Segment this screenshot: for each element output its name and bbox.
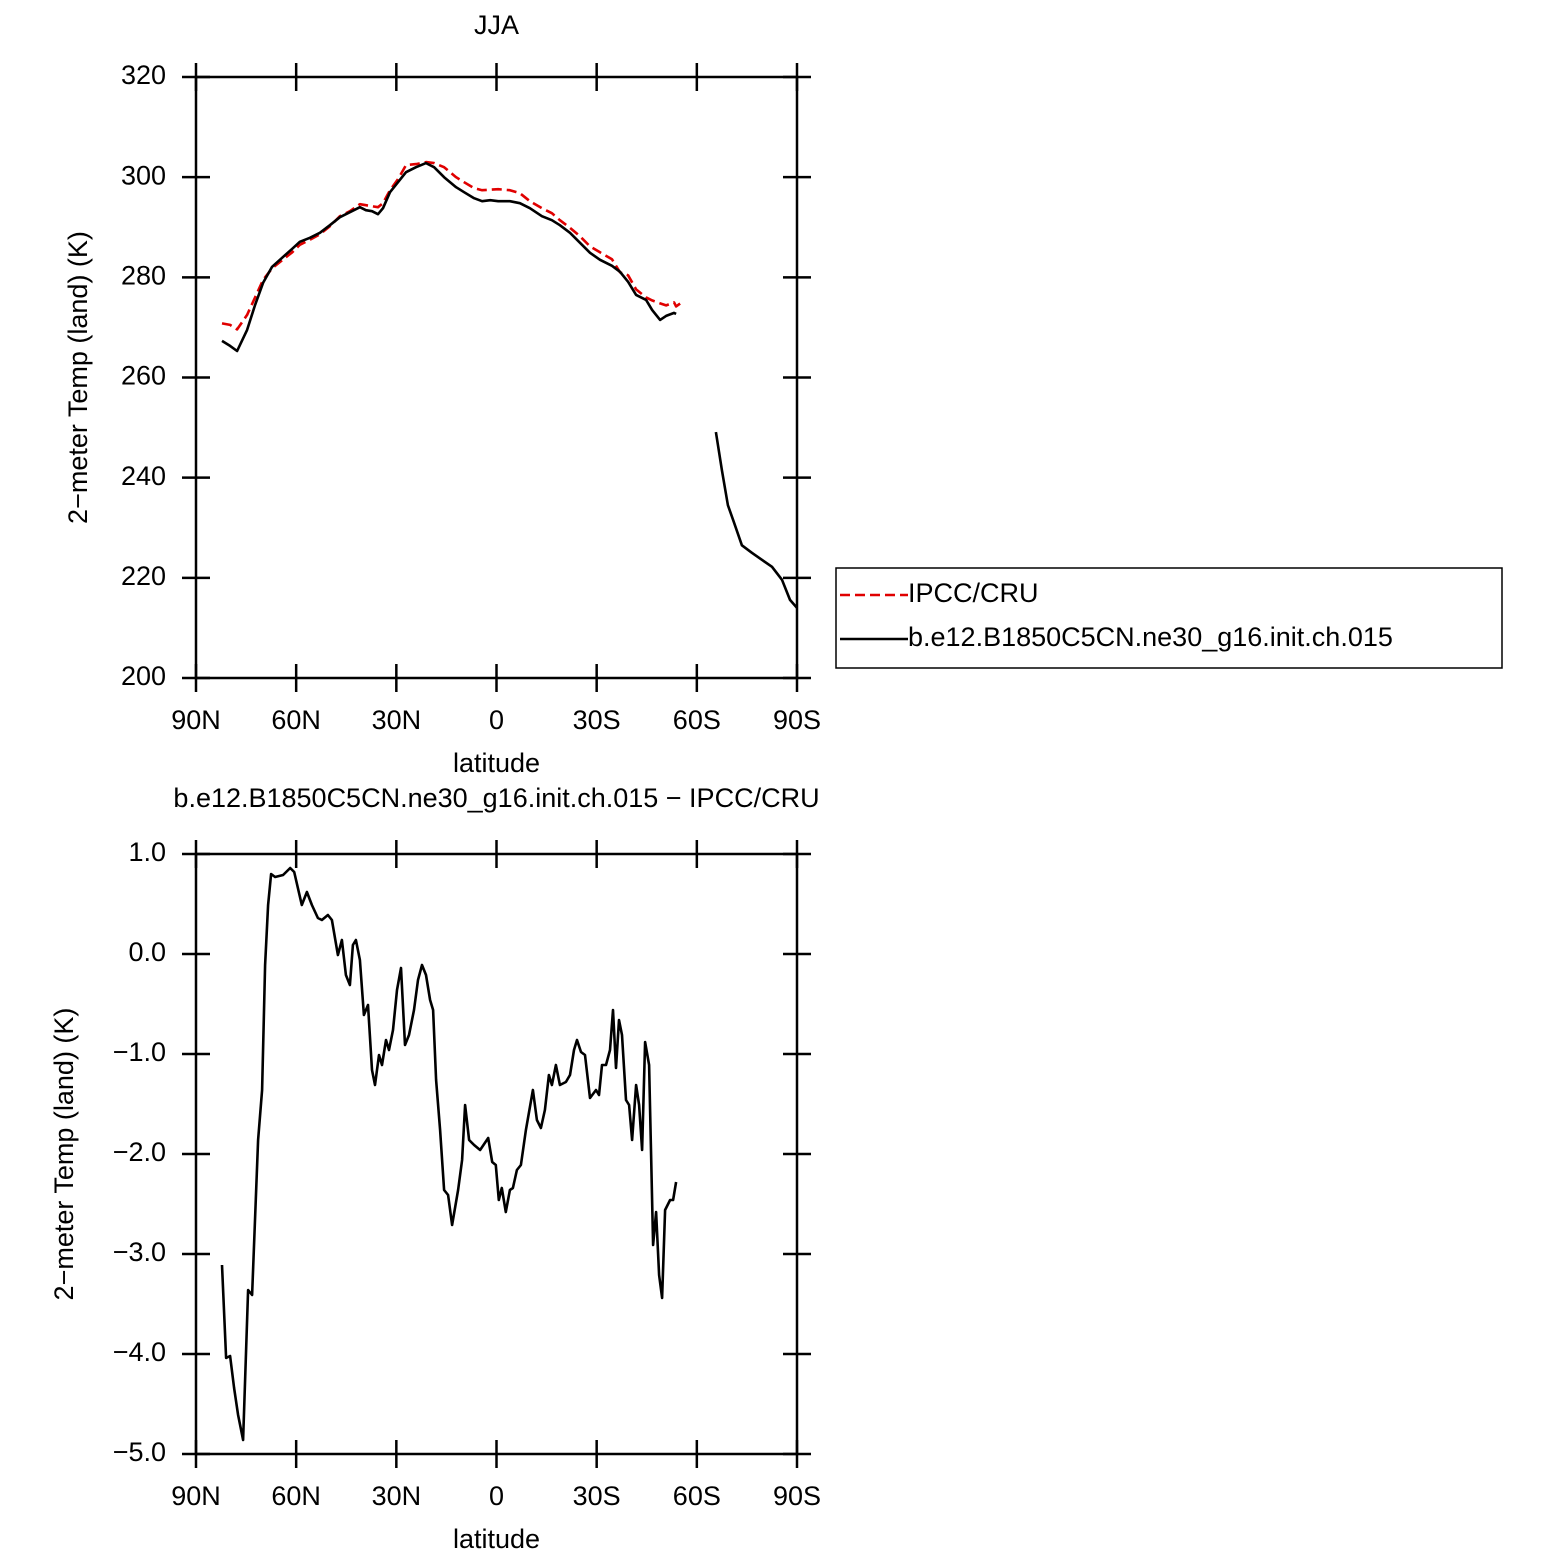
x-tick-label: 30S xyxy=(573,1481,621,1511)
y-tick-label: −2.0 xyxy=(113,1137,166,1167)
x-tick-label: 60N xyxy=(271,705,321,735)
y-tick-label: 300 xyxy=(121,160,166,190)
chart-title: JJA xyxy=(474,10,519,40)
panel: JJA latitude 2−meter Temp (land) (K) 90N 60N… xyxy=(63,10,1503,778)
series-line xyxy=(221,160,683,331)
x-tick-label: 30N xyxy=(372,705,422,735)
y-axis-label: 2−meter Temp (land) (K) xyxy=(49,1008,79,1301)
legend-box xyxy=(835,567,1503,669)
x-tick-label: 90N xyxy=(171,705,221,735)
x-tick-label: 0 xyxy=(489,705,504,735)
y-tick-label: 260 xyxy=(121,361,166,391)
y-tick-label: 240 xyxy=(121,461,166,491)
y-tick-label: −5.0 xyxy=(113,1437,166,1467)
plot-frame xyxy=(194,75,799,680)
panel: b.e12.B1850C5CN.ne30_g16.init.ch.015 − I… xyxy=(49,783,821,1554)
y-axis-label: 2−meter Temp (land) (K) xyxy=(63,231,93,524)
y-tick-label: 280 xyxy=(121,260,166,290)
y-tick-label: −3.0 xyxy=(113,1237,166,1267)
y-tick-label: 220 xyxy=(121,561,166,591)
y-tick-label: −4.0 xyxy=(113,1337,166,1367)
x-axis-label: latitude xyxy=(453,748,540,778)
plot-frame xyxy=(194,852,799,1456)
legend-label: IPCC/CRU xyxy=(908,578,1039,608)
x-tick-label: 60S xyxy=(673,1481,721,1511)
series-line xyxy=(220,866,678,1442)
x-tick-label: 30S xyxy=(573,705,621,735)
x-axis-label: latitude xyxy=(453,1524,540,1554)
y-tick-label: −1.0 xyxy=(113,1037,166,1067)
y-tick-label: 200 xyxy=(121,661,166,691)
legend: IPCC/CRU b.e12.B1850C5CN.ne30_g16.init.ch… xyxy=(835,567,1503,669)
x-tick-label: 90S xyxy=(773,705,821,735)
y-tick-label: 1.0 xyxy=(128,837,166,867)
x-tick-label: 30N xyxy=(372,1481,422,1511)
x-tick-label: 0 xyxy=(489,1481,504,1511)
x-tick-label: 60N xyxy=(271,1481,321,1511)
x-tick-label: 60S xyxy=(673,705,721,735)
y-tick-label: 320 xyxy=(121,60,166,90)
chart-title: b.e12.B1850C5CN.ne30_g16.init.ch.015 − I… xyxy=(173,783,819,813)
series-line xyxy=(221,161,798,609)
x-tick-label: 90N xyxy=(171,1481,221,1511)
y-tick-label: 0.0 xyxy=(128,937,166,967)
x-tick-label: 90S xyxy=(773,1481,821,1511)
legend-label: b.e12.B1850C5CN.ne30_g16.init.ch.015 xyxy=(908,622,1393,652)
